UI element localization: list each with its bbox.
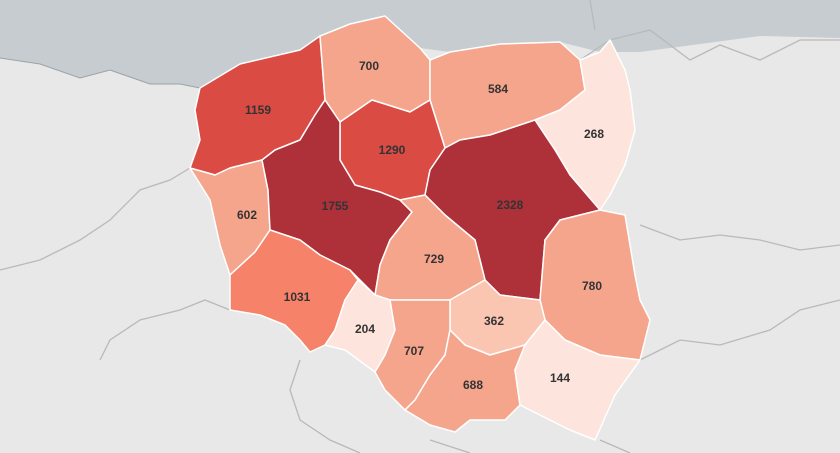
label-warminsko-mazurskie: 584 <box>488 82 508 96</box>
label-zachodniopomorskie: 1159 <box>245 103 271 117</box>
label-podkarpackie: 144 <box>550 371 570 385</box>
voivodeships <box>189 15 651 441</box>
region-value-labels: 1159 700 584 268 1290 602 1755 2328 729 … <box>237 59 604 392</box>
label-lodzkie: 729 <box>424 252 444 266</box>
label-malopolskie: 688 <box>463 378 483 392</box>
label-dolnoslaskie: 1031 <box>284 290 311 304</box>
label-swietokrzyskie: 362 <box>484 314 504 328</box>
region-podlaskie[interactable] <box>534 39 636 211</box>
label-kujawsko-pomorskie: 1290 <box>379 143 406 157</box>
label-lubuskie: 602 <box>237 208 257 222</box>
coastline <box>0 57 201 89</box>
label-opolskie: 204 <box>355 322 375 336</box>
label-podlaskie: 268 <box>584 127 604 141</box>
region-podkarpackie[interactable] <box>514 319 641 441</box>
label-lubelskie: 780 <box>582 279 602 293</box>
label-slaskie: 707 <box>404 344 424 358</box>
baltic-sea <box>0 0 840 88</box>
region-malopolskie[interactable] <box>404 329 526 433</box>
label-mazowieckie: 2328 <box>497 198 524 212</box>
label-pomorskie: 700 <box>359 59 379 73</box>
label-wielkopolskie: 1755 <box>322 199 349 213</box>
